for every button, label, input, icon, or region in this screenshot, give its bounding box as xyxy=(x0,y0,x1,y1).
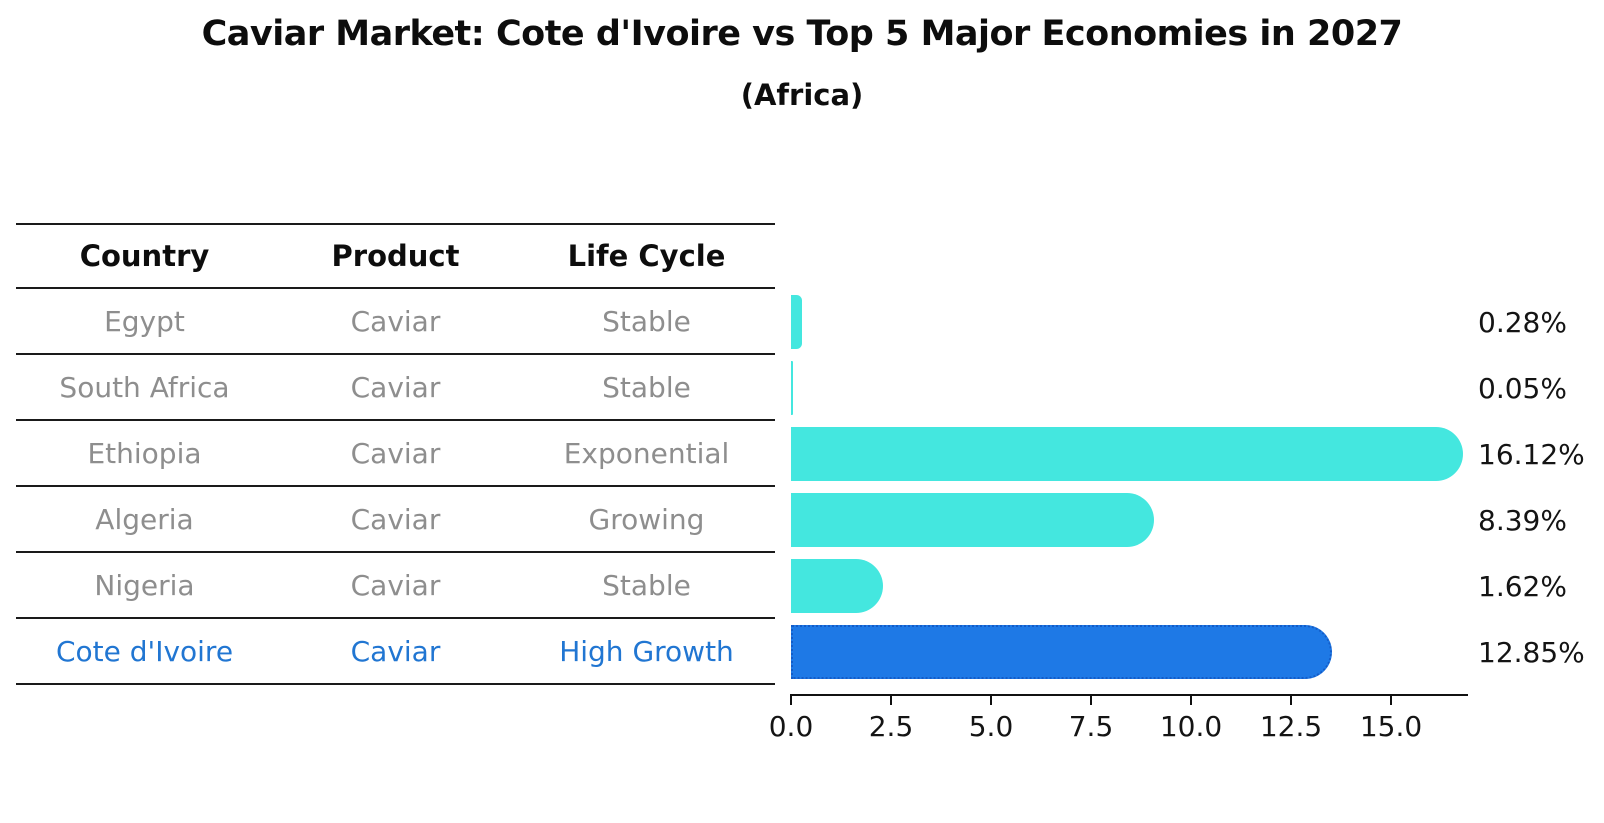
cell-life-cycle: Growing xyxy=(588,502,705,536)
table-row: Nigeria Caviar Stable xyxy=(16,553,775,619)
cell-country: Egypt xyxy=(104,304,185,338)
cell-life-cycle: Stable xyxy=(602,304,691,338)
x-tick-mark xyxy=(790,696,792,705)
chart-subtitle: (Africa) xyxy=(740,78,864,112)
value-label: 0.05% xyxy=(1478,371,1567,405)
cell-product: Caviar xyxy=(350,370,441,404)
x-tick-label: 12.5 xyxy=(1259,710,1323,743)
x-tick-mark xyxy=(1390,696,1392,705)
cell-country: South Africa xyxy=(59,370,230,404)
table-row: South Africa Caviar Stable xyxy=(16,355,775,421)
cell-product: Caviar xyxy=(350,502,441,536)
cell-life-cycle: High Growth xyxy=(559,634,734,668)
cell-product: Caviar xyxy=(350,634,441,668)
x-tick-mark xyxy=(1190,696,1192,705)
cell-country: Nigeria xyxy=(94,568,195,602)
bar-algeria xyxy=(791,493,1154,547)
cell-life-cycle: Exponential xyxy=(563,436,730,470)
x-tick-label: 0.0 xyxy=(768,710,814,743)
value-label: 12.85% xyxy=(1478,635,1585,669)
table-header-country: Country xyxy=(79,239,210,273)
table-header-product: Product xyxy=(331,239,460,273)
x-tick-mark xyxy=(1090,696,1092,705)
x-tick-label: 5.0 xyxy=(968,710,1014,743)
x-tick-label: 10.0 xyxy=(1159,710,1223,743)
bar-nigeria xyxy=(791,559,883,613)
country-info-table: Country Product Life Cycle Egypt Caviar St… xyxy=(16,223,775,685)
x-tick-label: 2.5 xyxy=(868,710,914,743)
cell-product: Caviar xyxy=(350,304,441,338)
x-tick-label: 15.0 xyxy=(1359,710,1423,743)
value-label: 16.12% xyxy=(1478,437,1585,471)
table-row: Cote d'Ivoire Caviar High Growth xyxy=(16,619,775,685)
cell-country: Cote d'Ivoire xyxy=(55,634,234,668)
cell-product: Caviar xyxy=(350,436,441,470)
table-row: Algeria Caviar Growing xyxy=(16,487,775,553)
value-label: 0.28% xyxy=(1478,305,1567,339)
x-axis-line xyxy=(790,694,1468,696)
cell-life-cycle: Stable xyxy=(602,370,691,404)
cell-life-cycle: Stable xyxy=(602,568,691,602)
value-label: 1.62% xyxy=(1478,569,1567,603)
table-body: Egypt Caviar Stable South Africa Caviar Stabl… xyxy=(16,289,775,685)
value-label: 8.39% xyxy=(1478,503,1567,537)
table-row: Ethiopia Caviar Exponential xyxy=(16,421,775,487)
table-header-life-cycle: Life Cycle xyxy=(567,239,726,273)
bar-south-africa xyxy=(791,361,793,415)
x-tick-mark xyxy=(890,696,892,705)
table-header-row: Country Product Life Cycle xyxy=(16,223,775,289)
x-tick-label: 7.5 xyxy=(1068,710,1114,743)
table-row: Egypt Caviar Stable xyxy=(16,289,775,355)
bar-cote-d-ivoire xyxy=(791,625,1332,679)
x-tick-mark xyxy=(990,696,992,705)
bar-egypt xyxy=(791,295,803,349)
cell-country: Algeria xyxy=(95,502,194,536)
cell-product: Caviar xyxy=(350,568,441,602)
cell-country: Ethiopia xyxy=(87,436,202,470)
bar-ethiopia xyxy=(791,427,1463,481)
x-tick-mark xyxy=(1290,696,1292,705)
chart-title: Caviar Market: Cote d'Ivoire vs Top 5 Ma… xyxy=(201,14,1403,54)
